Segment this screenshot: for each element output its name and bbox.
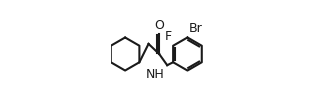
Text: F: F	[165, 30, 172, 43]
Text: NH: NH	[146, 68, 165, 81]
Text: O: O	[154, 19, 164, 32]
Text: Br: Br	[189, 22, 202, 35]
